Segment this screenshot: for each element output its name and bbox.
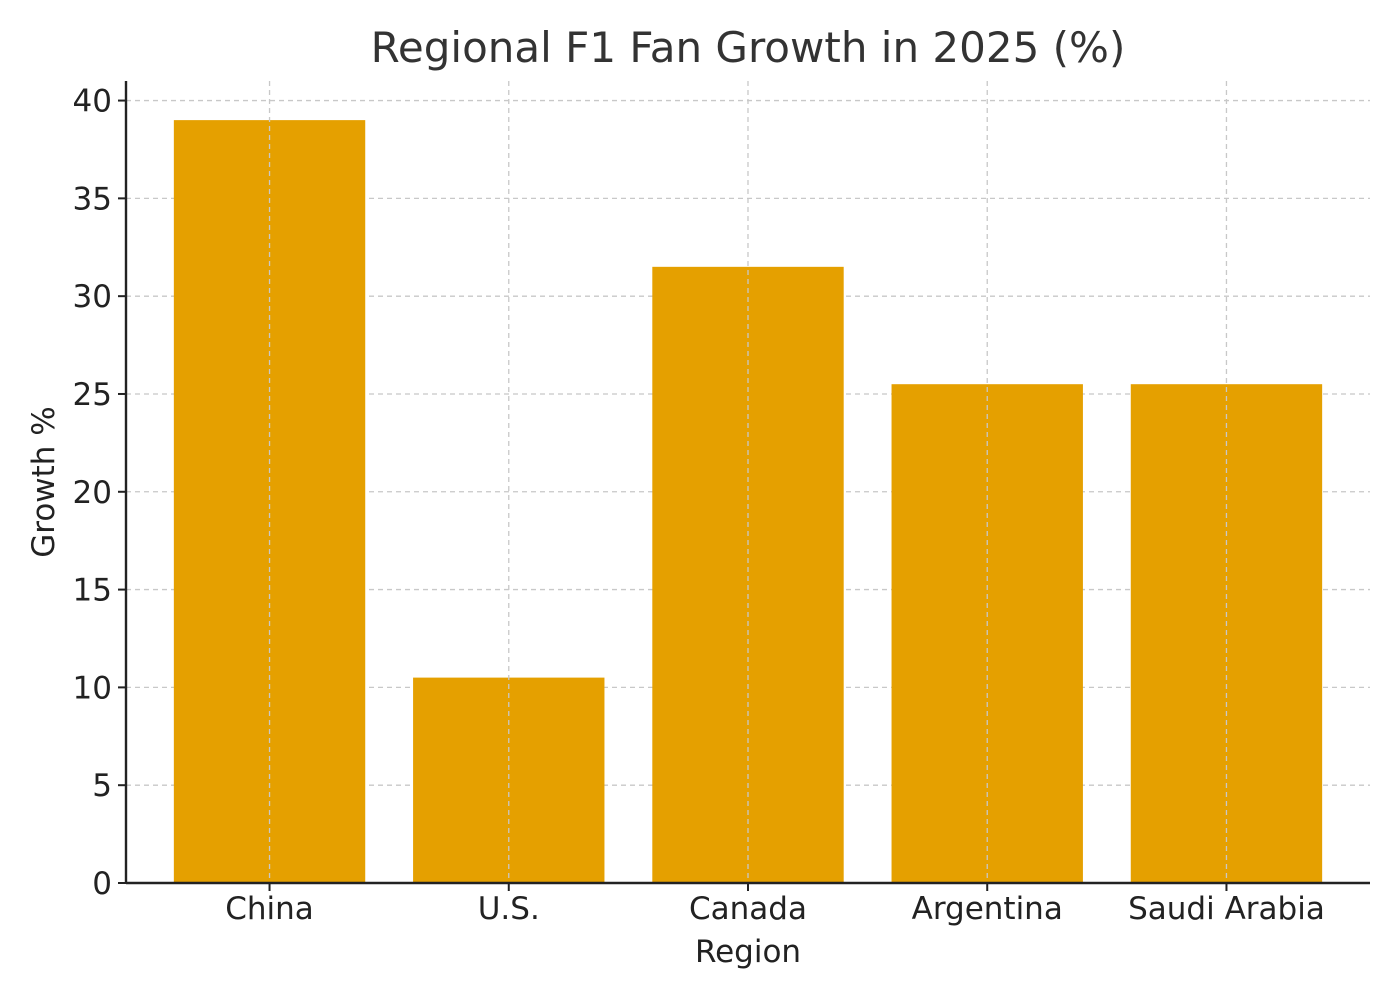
ticks: 0 5 10 15 20 25 30 35 40 China U.S. Canada Argentina… — [73, 84, 1325, 927]
bar-u-s — [413, 677, 605, 883]
x-tick-label: Canada — [689, 891, 807, 927]
x-axis-label: Region — [695, 934, 801, 970]
x-tick-label: Saudi Arabia — [1128, 891, 1325, 927]
y-tick-label: 15 — [73, 573, 112, 609]
bar-canada — [652, 266, 844, 884]
y-tick-label: 25 — [73, 377, 112, 413]
y-axis-label: Growth % — [26, 406, 62, 558]
y-tick-label: 5 — [92, 768, 112, 804]
y-tick-label: 10 — [73, 670, 112, 706]
bars — [173, 120, 1323, 884]
x-tick-label: China — [225, 891, 314, 927]
x-tick-label: U.S. — [478, 891, 540, 927]
x-tick-label: Argentina — [912, 891, 1063, 927]
y-tick-label: 40 — [73, 84, 112, 120]
chart-title: Regional F1 Fan Growth in 2025 (%) — [371, 23, 1126, 72]
y-tick-label: 35 — [73, 181, 112, 217]
y-tick-label: 0 — [92, 866, 112, 902]
y-tick-label: 20 — [73, 475, 112, 511]
y-tick-label: 30 — [73, 279, 112, 315]
